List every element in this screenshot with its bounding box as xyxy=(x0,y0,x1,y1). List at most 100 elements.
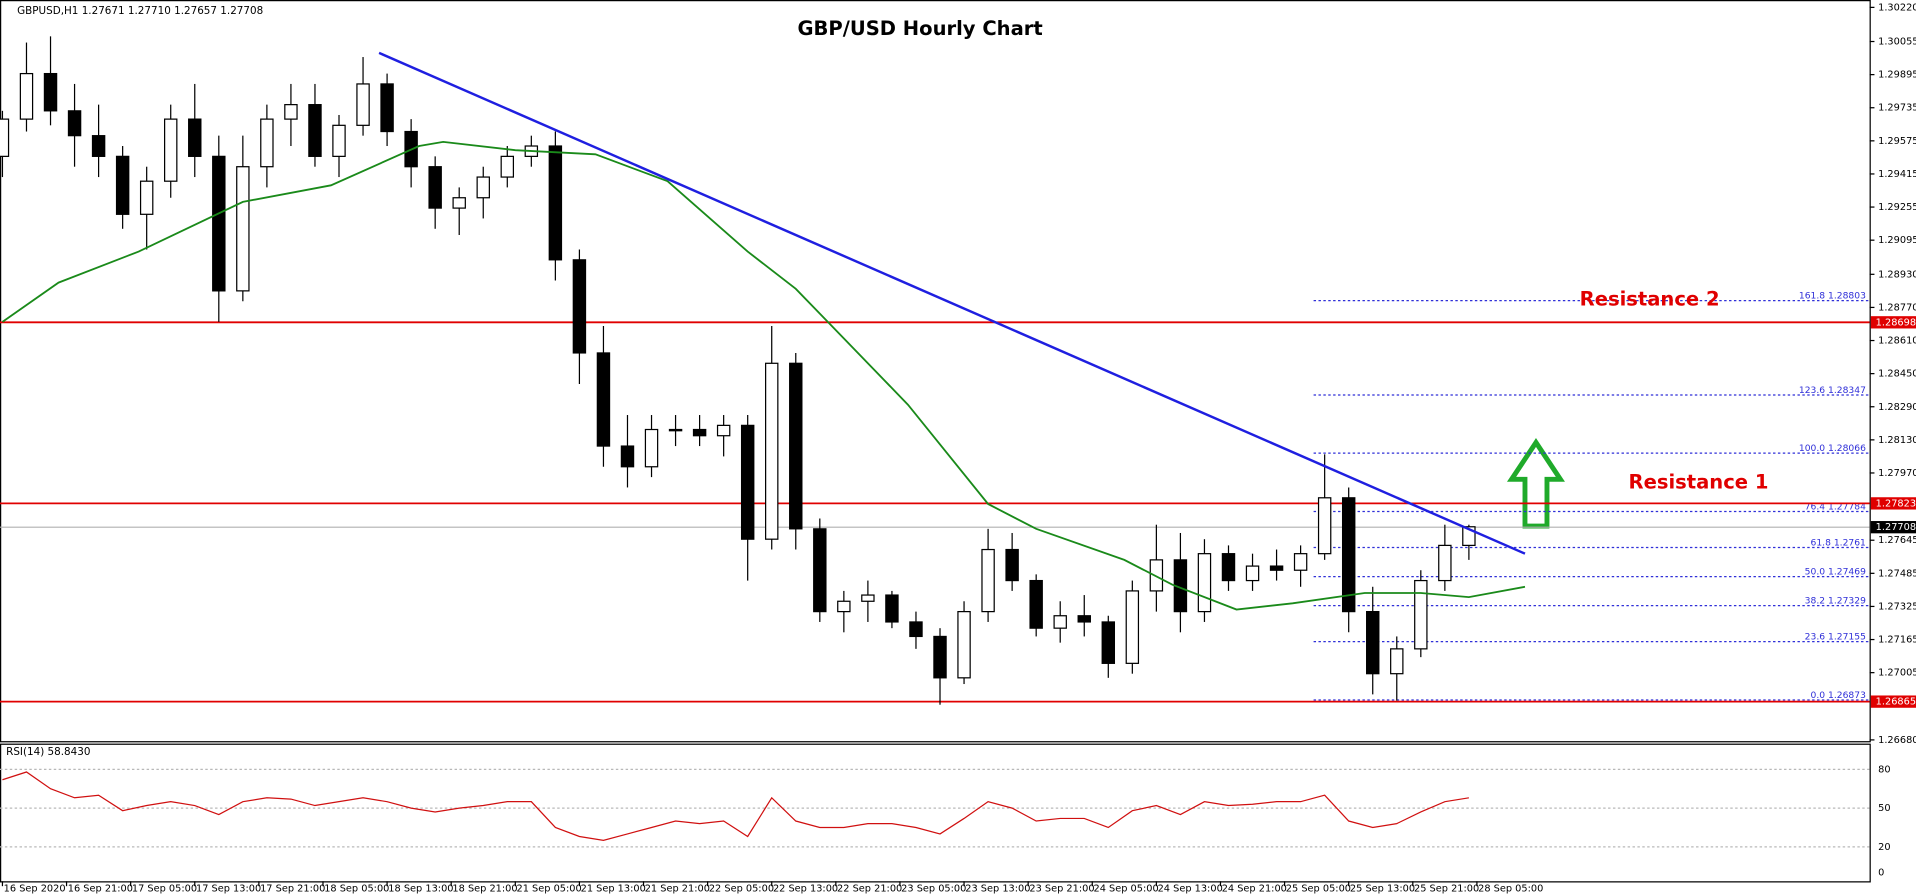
candle-body xyxy=(115,155,130,215)
y-tick-label: 1.30055 xyxy=(1878,37,1916,48)
fib-label: 50.0 1.27469 xyxy=(1805,566,1866,577)
candle-body xyxy=(0,118,10,157)
y-tick-label: 1.29735 xyxy=(1878,103,1916,114)
candle-body xyxy=(981,548,995,613)
x-tick-label: 17 Sep 21:00 xyxy=(260,884,325,895)
x-tick-label: 25 Sep 21:00 xyxy=(1414,884,1479,895)
candle-body xyxy=(620,445,635,468)
candle-body xyxy=(572,259,587,354)
x-tick-label: 21 Sep 13:00 xyxy=(581,884,646,895)
y-tick-label: 1.27970 xyxy=(1878,468,1916,479)
moving-average xyxy=(1,140,1526,611)
candle-body xyxy=(644,428,659,468)
candle-body xyxy=(284,104,298,120)
x-tick-label: 22 Sep 21:00 xyxy=(837,884,902,895)
candle-body xyxy=(67,110,82,137)
y-tick-label: 1.28290 xyxy=(1878,402,1916,413)
x-tick-label: 25 Sep 13:00 xyxy=(1350,884,1415,895)
level-box xyxy=(1870,695,1916,708)
candle-body xyxy=(789,362,803,530)
x-tick-label: 18 Sep 13:00 xyxy=(388,884,453,895)
rsi-tick-label: 80 xyxy=(1878,764,1890,775)
candle-body xyxy=(813,528,827,613)
x-tick-label: 23 Sep 21:00 xyxy=(1029,884,1094,895)
candle-body xyxy=(1221,553,1236,582)
candle-body xyxy=(1245,565,1260,582)
candle-body xyxy=(1077,615,1091,623)
y-tick-label: 1.26680 xyxy=(1878,735,1916,746)
candle-body xyxy=(861,594,875,602)
candle-body xyxy=(1293,553,1308,571)
level-box xyxy=(1870,316,1916,329)
y-tick-label: 1.28770 xyxy=(1878,302,1916,313)
chart-title: GBP/USD Hourly Chart xyxy=(797,17,1042,40)
candle-body xyxy=(476,176,490,199)
fib-ratio: 0.0 xyxy=(1811,690,1826,701)
level-box xyxy=(1870,497,1916,510)
candle-body xyxy=(1101,621,1116,664)
candle-body xyxy=(1341,497,1356,613)
level-label: 1.26865 xyxy=(1876,697,1916,708)
x-tick-label: 21 Sep 21:00 xyxy=(645,884,710,895)
candle-body xyxy=(260,118,274,168)
fib-label: 76.4 1.27784 xyxy=(1805,501,1866,512)
candle-body xyxy=(1029,579,1043,629)
rsi-panel xyxy=(0,743,1871,883)
candle-body xyxy=(1005,548,1019,582)
candle-body xyxy=(596,352,611,447)
fib-label: 100.0 1.28066 xyxy=(1799,443,1866,454)
y-tick-label: 1.27165 xyxy=(1878,635,1916,646)
candle-body xyxy=(356,83,370,126)
fib-price: 1.27329 xyxy=(1828,595,1866,606)
candle-body xyxy=(1414,579,1428,650)
candle-body xyxy=(1197,553,1212,613)
candle-body xyxy=(164,118,178,182)
fib-price: 1.26873 xyxy=(1828,690,1866,701)
candle-body xyxy=(668,428,683,432)
fib-price: 1.2761 xyxy=(1834,537,1866,548)
candle-body xyxy=(236,166,250,292)
candle-body xyxy=(19,72,34,120)
fib-ratio: 100.0 xyxy=(1799,443,1825,454)
x-tick-label: 16 Sep 21:00 xyxy=(68,884,133,895)
annotation: Resistance 2 xyxy=(1580,287,1720,310)
trendline xyxy=(378,51,1526,555)
annotation: Resistance 1 xyxy=(1629,470,1769,493)
candle-body xyxy=(837,600,851,613)
fib-label: 23.6 1.27155 xyxy=(1805,631,1866,642)
candle-body xyxy=(500,155,515,178)
main-panel xyxy=(0,0,1871,743)
candle-body xyxy=(716,424,731,437)
current-price-box xyxy=(1870,521,1916,534)
candle-body xyxy=(452,197,466,209)
fib-label: 38.2 1.27329 xyxy=(1805,595,1866,606)
x-tick-label: 16 Sep 2020 xyxy=(4,884,66,895)
y-tick-label: 1.29415 xyxy=(1878,169,1916,180)
y-tick-label: 1.27645 xyxy=(1878,535,1916,546)
candle-body xyxy=(1053,615,1067,629)
y-tick-label: 1.29895 xyxy=(1878,70,1916,81)
candle-body xyxy=(332,124,346,157)
rsi-tick-label: 50 xyxy=(1878,803,1890,814)
y-tick-label: 1.28930 xyxy=(1878,269,1916,280)
fib-label: 161.8 1.28803 xyxy=(1799,290,1866,301)
candle-body xyxy=(909,621,923,638)
fib-ratio: 61.8 xyxy=(1811,537,1832,548)
rsi-label: RSI(14) 58.8430 xyxy=(6,746,90,758)
rsi-tick-label: 20 xyxy=(1878,842,1890,853)
fib-label: 123.6 1.28347 xyxy=(1799,385,1866,396)
x-tick-label: 17 Sep 05:00 xyxy=(132,884,197,895)
fib-label: 0.0 1.26873 xyxy=(1811,690,1867,701)
x-tick-label: 23 Sep 13:00 xyxy=(965,884,1030,895)
candle-body xyxy=(692,428,707,437)
candle-body xyxy=(740,424,755,540)
y-tick-label: 1.27005 xyxy=(1878,668,1916,679)
y-tick-label: 1.27325 xyxy=(1878,601,1916,612)
fib-ratio: 23.6 xyxy=(1805,631,1826,642)
candle-body xyxy=(380,83,394,133)
current-price-label: 1.27708 xyxy=(1876,522,1916,533)
y-tick-label: 1.29095 xyxy=(1878,235,1916,246)
candle-body xyxy=(212,155,226,292)
